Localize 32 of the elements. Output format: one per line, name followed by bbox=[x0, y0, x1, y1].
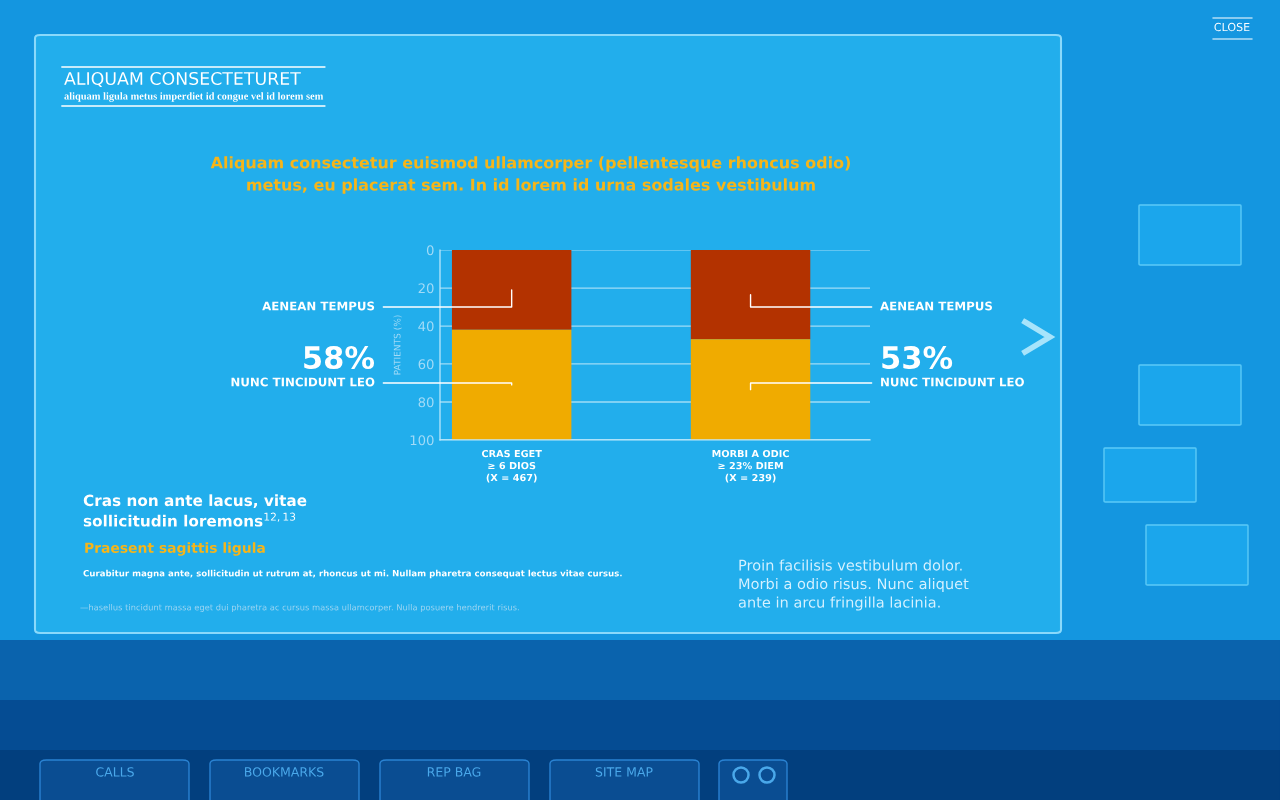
text: aliquam ligula metus imperdiet id congue vel id lorem sem bbox=[64, 92, 324, 102]
x-tick-label: CRAS EGET ≥ 6 DIOS (X = 467) bbox=[481, 449, 542, 483]
bar bbox=[451, 250, 572, 330]
text: REP BAG bbox=[427, 767, 481, 777]
text: BOOKMARKS bbox=[245, 767, 324, 777]
text: Praesent sagittis ligula bbox=[85, 542, 265, 556]
y-tick-label: 40 bbox=[418, 321, 434, 332]
y-tick-label: 20 bbox=[418, 283, 434, 294]
y-tick-label: 60 bbox=[418, 359, 434, 370]
y-tick-label: 100 bbox=[410, 435, 434, 446]
text: —hasellus tincidunt massa eget dui pharetra ac cursus massa ullamcorper. Nulla posuere hendrerit risus. bbox=[80, 603, 519, 613]
bar bbox=[690, 339, 811, 440]
data-label: 53% bbox=[882, 345, 953, 370]
x-tick-label: MORBI A ODIC ≥ 23% DIEM (X = 239) bbox=[712, 449, 789, 483]
y-tick-label: 80 bbox=[418, 397, 434, 408]
data-label: 58% bbox=[304, 345, 375, 370]
text: Curabitur magna ante, sollicitudin ut rutrum at, rhoncus ut mi. Nullam pharetra consequat lectus vitae cursus. bbox=[83, 569, 622, 579]
text: NUNC TINCIDUNT LEO bbox=[231, 377, 375, 387]
text: ALIQUAM CONSECTETURET bbox=[64, 71, 301, 88]
y-axis-title: PATIENTS (%) bbox=[393, 315, 402, 375]
text: Proin facilisis vestibulum dolor. Morbi a odio risus. Nunc aliquet ante in arcu fringilla lacinia. bbox=[738, 559, 969, 611]
text: CLOSE bbox=[1214, 22, 1250, 32]
text: AENEAN TEMPUS bbox=[880, 301, 993, 311]
text: NUNC TINCIDUNT LEO bbox=[881, 377, 1024, 387]
y-tick-label: 0 bbox=[426, 245, 434, 256]
bar bbox=[690, 250, 811, 340]
text: Cras non ante lacus, vitae sollicitudin loremons$^{12,13}$ bbox=[83, 494, 307, 527]
text: CALLS bbox=[96, 767, 134, 777]
bar bbox=[451, 329, 572, 440]
text: AENEAN TEMPUS bbox=[262, 301, 375, 311]
text: Aliquam consectetur euismod ullamcorper (pellentesque rhoncus odio) metus, eu placerat sem. In id lorem id urna sodales vestibulum bbox=[210, 156, 850, 194]
text: SITE MAP bbox=[595, 767, 653, 777]
